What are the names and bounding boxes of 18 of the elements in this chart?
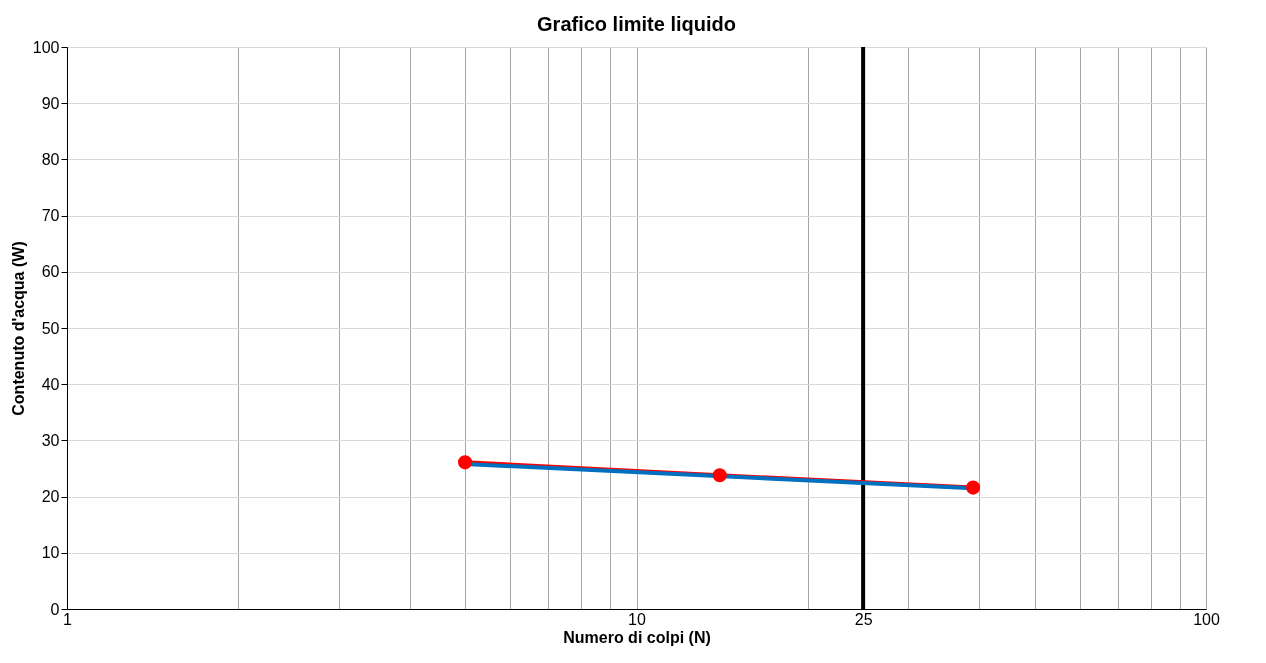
- x-tick-label: 25: [854, 610, 873, 628]
- y-tick-label: 80: [41, 150, 60, 168]
- x-tick-label: 10: [628, 610, 646, 628]
- x-tick-label: 100: [1193, 610, 1220, 628]
- y-tick-label: 70: [41, 207, 60, 225]
- y-tick-label: 40: [41, 375, 60, 393]
- y-tick-label: 60: [41, 263, 60, 281]
- y-tick-label: 0: [50, 600, 60, 618]
- y-axis-title: Contenuto d'acqua (W): [9, 241, 27, 416]
- y-tick-label: 90: [41, 94, 60, 112]
- chart-title: Grafico limite liquido: [537, 13, 736, 35]
- x-tick-label: 1: [63, 610, 73, 628]
- y-tick-label: 20: [41, 488, 60, 506]
- y-tick-label: 10: [41, 544, 60, 562]
- x-axis-title: Numero di colpi (N): [563, 628, 711, 646]
- y-tick-label: 100: [32, 38, 60, 56]
- y-tick-label: 30: [41, 431, 60, 449]
- y-tick-label: 50: [41, 319, 60, 337]
